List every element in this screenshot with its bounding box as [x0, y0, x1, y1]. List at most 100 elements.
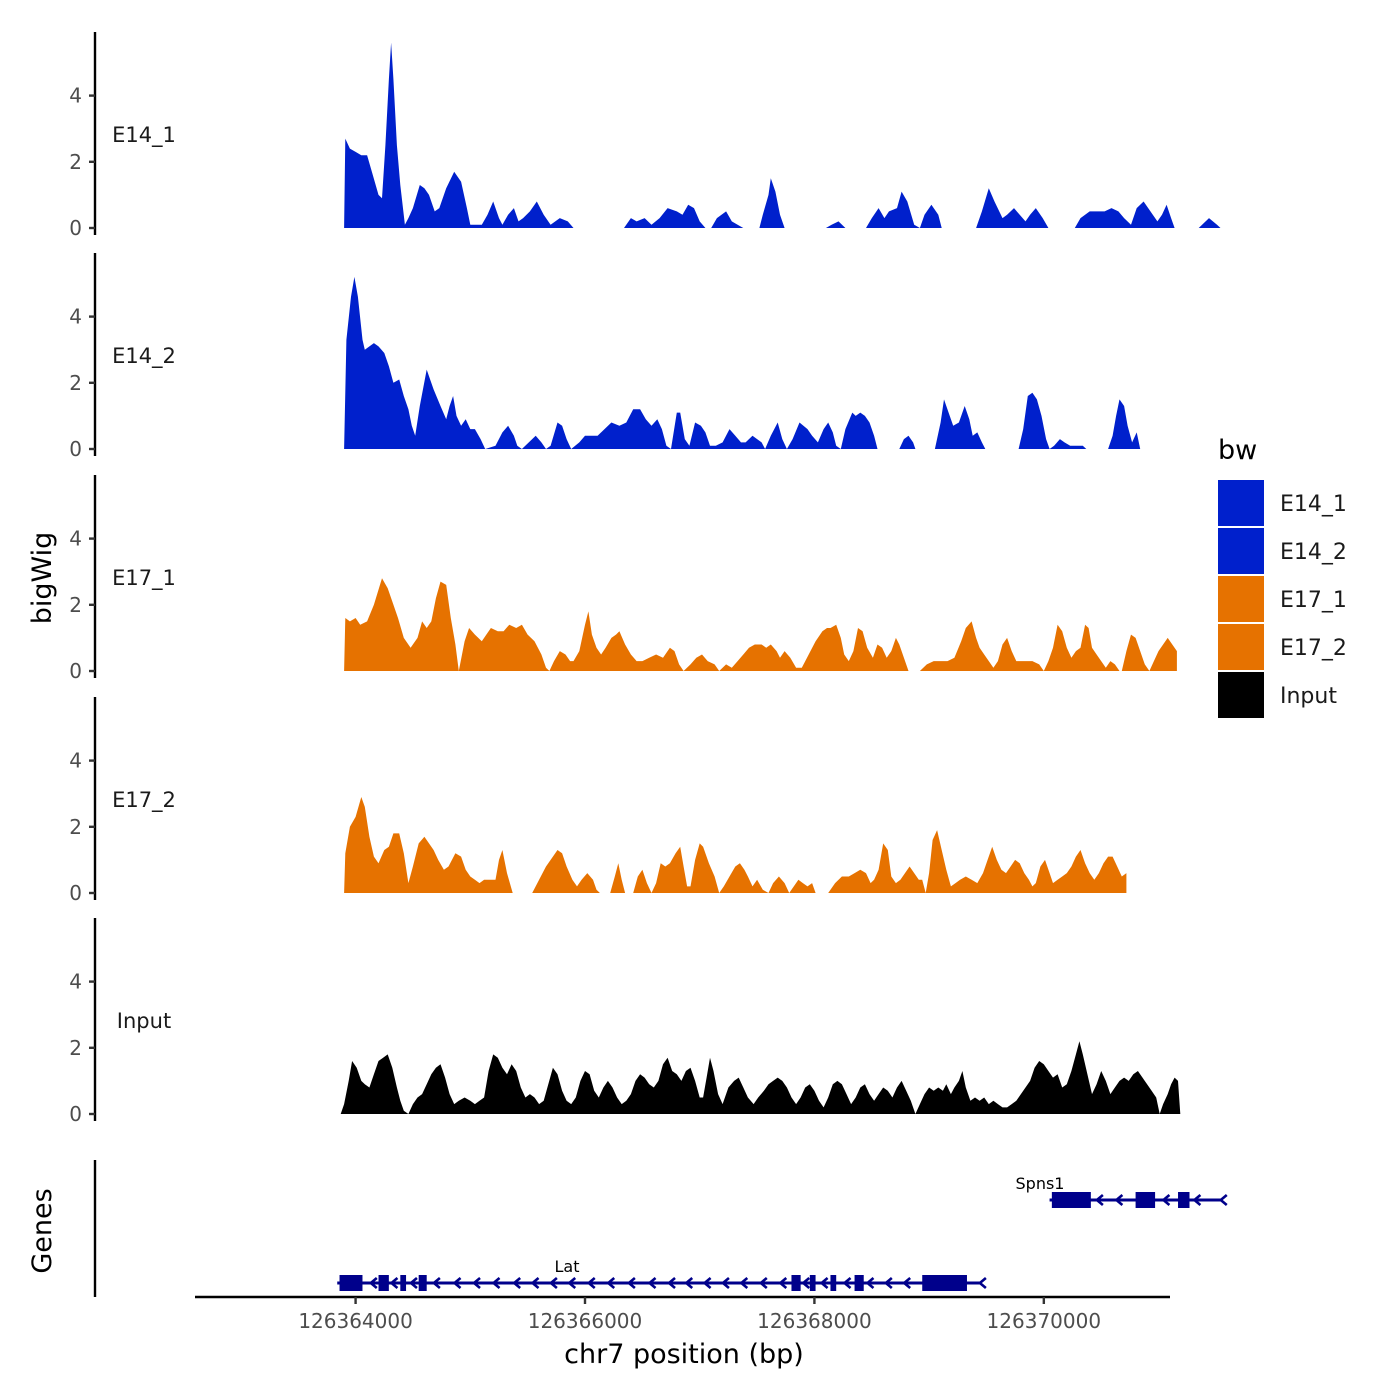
track-label: E14_2	[112, 344, 176, 369]
strand-arrow	[758, 1277, 768, 1289]
strand-arrow	[452, 1277, 462, 1289]
legend-label: E14_1	[1280, 492, 1347, 517]
y-tick-label: 2	[69, 371, 82, 395]
y-tick-label: 4	[69, 527, 82, 551]
legend-title: bw	[1218, 435, 1257, 466]
strand-arrow	[491, 1277, 501, 1289]
strand-arrow	[1161, 1194, 1171, 1206]
strand-arrow	[530, 1277, 540, 1289]
track-E14_1: 0 2 4 E14_1	[69, 32, 1221, 240]
gene-exon	[339, 1275, 363, 1291]
legend-key	[1218, 672, 1264, 718]
gene-exon	[418, 1275, 427, 1291]
gene-exon	[830, 1275, 837, 1291]
legend: bw E14_1 E14_2 E17_1 E17_2 Input	[1218, 435, 1347, 718]
track-label: Input	[117, 1009, 171, 1033]
gene-label: Lat	[555, 1257, 580, 1276]
y-tick-label: 4	[69, 970, 82, 994]
strand-arrow	[626, 1277, 636, 1289]
legend-item-E17_2: E17_2	[1218, 624, 1347, 670]
track-label: E17_2	[112, 788, 176, 813]
strand-arrow	[666, 1277, 676, 1289]
strand-arrow	[606, 1277, 616, 1289]
legend-label: E14_2	[1280, 540, 1347, 565]
strand-arrow	[684, 1277, 694, 1289]
track-label: E17_1	[112, 566, 176, 591]
track-Input: 0 2 4 Input	[69, 918, 1181, 1126]
x-tick-label: 126364000	[298, 1309, 413, 1333]
y-tick-label: 4	[69, 84, 82, 108]
gene-track-title: Genes	[27, 1188, 58, 1273]
strand-arrow	[778, 1277, 788, 1289]
y-tick-label: 2	[69, 815, 82, 839]
strand-arrow	[720, 1277, 730, 1289]
gene-exon	[378, 1275, 389, 1291]
strand-arrow	[702, 1277, 712, 1289]
y-tick-label: 0	[69, 881, 82, 905]
gene-exon	[1135, 1192, 1156, 1208]
strand-arrow	[408, 1277, 418, 1289]
legend-key	[1218, 480, 1264, 526]
gene-exon	[400, 1275, 407, 1291]
y-tick-label: 0	[69, 659, 82, 683]
y-tick-label: 2	[69, 150, 82, 174]
x-tick-label: 126368000	[757, 1309, 872, 1333]
strand-arrow	[1192, 1194, 1202, 1206]
strand-arrow	[819, 1277, 829, 1289]
legend-label: E17_1	[1280, 588, 1347, 613]
strand-arrow	[647, 1277, 657, 1289]
strand-arrow	[883, 1277, 893, 1289]
gene-exon	[854, 1275, 864, 1291]
gene-track: Lat Spns1	[93, 1160, 1228, 1297]
legend-key	[1218, 528, 1264, 574]
strand-arrow	[586, 1277, 596, 1289]
y-tick-label: 4	[69, 749, 82, 773]
y-axis-title: bigWig	[27, 532, 58, 625]
strand-arrow	[1218, 1194, 1228, 1206]
y-tick-label: 0	[69, 437, 82, 461]
strand-arrow	[842, 1277, 852, 1289]
y-tick-label: 4	[69, 305, 82, 329]
strand-arrow	[368, 1277, 378, 1289]
signal-area-E17_1	[344, 578, 1177, 671]
legend-key	[1218, 624, 1264, 670]
strand-arrow	[739, 1277, 749, 1289]
y-tick-label: 0	[69, 1102, 82, 1126]
strand-arrow	[567, 1277, 577, 1289]
signal-area-Input	[340, 1041, 1181, 1114]
strand-arrow	[801, 1277, 811, 1289]
gene-exon	[809, 1275, 816, 1291]
signal-tracks: 0 2 4 E14_1 0 2 4 E14_2 0 2 4 E17_1 0 2 4 E17_2 0 2 4 Input	[69, 32, 1221, 1126]
gene-exon	[1178, 1192, 1190, 1208]
gene-Spns1: Spns1	[1016, 1174, 1228, 1208]
legend-label: Input	[1280, 684, 1337, 709]
strand-arrow	[389, 1277, 399, 1289]
track-label: E14_1	[112, 123, 176, 148]
legend-item-Input: Input	[1218, 672, 1337, 718]
strand-arrow	[512, 1277, 522, 1289]
legend-item-E14_1: E14_1	[1218, 480, 1347, 526]
x-axis: 126364000 126366000 126368000 126370000	[195, 1295, 1170, 1333]
signal-area-E17_2	[344, 797, 1127, 893]
legend-item-E17_1: E17_1	[1218, 576, 1347, 622]
y-tick-label: 2	[69, 593, 82, 617]
strand-arrow	[1114, 1194, 1124, 1206]
signal-area-E14_2	[344, 276, 1141, 449]
strand-arrow	[1094, 1194, 1104, 1206]
y-tick-label: 0	[69, 216, 82, 240]
legend-label: E17_2	[1280, 636, 1347, 661]
strand-arrow	[902, 1277, 912, 1289]
strand-arrow	[548, 1277, 558, 1289]
x-tick-label: 126366000	[528, 1309, 643, 1333]
gene-exon	[791, 1275, 801, 1291]
track-E14_2: 0 2 4 E14_2	[69, 253, 1141, 461]
y-tick-label: 2	[69, 1036, 82, 1060]
x-axis-title: chr7 position (bp)	[564, 1339, 804, 1370]
legend-key	[1218, 576, 1264, 622]
track-E17_1: 0 2 4 E17_1	[69, 475, 1177, 683]
strand-arrow	[865, 1277, 875, 1289]
strand-arrow	[471, 1277, 481, 1289]
gene-exon	[1051, 1192, 1091, 1208]
legend-item-E14_2: E14_2	[1218, 528, 1347, 574]
